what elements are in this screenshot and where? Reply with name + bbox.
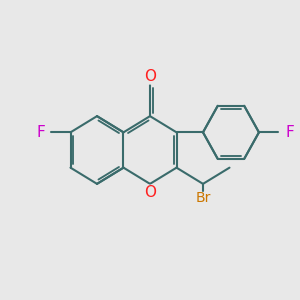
Text: F: F [37,125,46,140]
Text: F: F [285,125,294,140]
Text: O: O [144,69,156,84]
Text: Br: Br [195,191,211,205]
Text: O: O [144,185,156,200]
